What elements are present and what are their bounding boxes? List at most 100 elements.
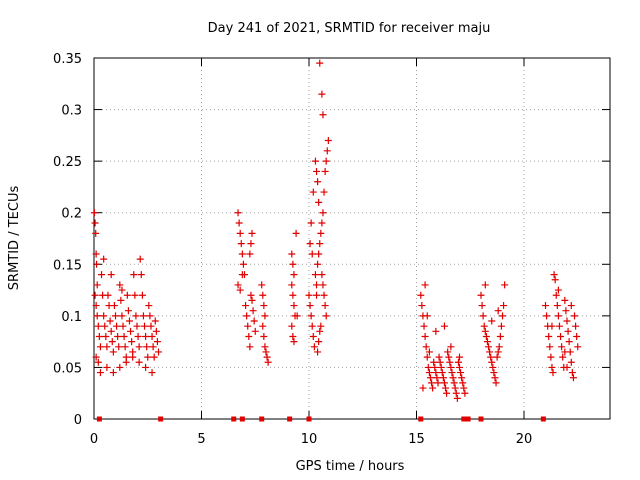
data-point	[132, 312, 140, 320]
data-point	[234, 281, 242, 289]
data-point	[92, 353, 100, 361]
data-point	[306, 302, 314, 310]
data-point	[426, 374, 434, 382]
data-point	[461, 389, 469, 397]
data-point	[109, 369, 117, 377]
data-point	[494, 348, 502, 356]
data-point	[421, 281, 429, 289]
data-point	[239, 260, 247, 268]
data-point	[548, 322, 556, 330]
data-point	[451, 384, 459, 392]
data-point	[574, 343, 582, 351]
data-point	[440, 379, 448, 387]
data-point	[317, 322, 325, 330]
baseline-marker	[478, 416, 484, 422]
data-point	[444, 348, 452, 356]
data-point	[563, 363, 571, 371]
data-point	[116, 281, 124, 289]
data-point	[145, 302, 153, 310]
data-point	[310, 343, 318, 351]
data-point	[110, 302, 118, 310]
data-point	[238, 250, 246, 258]
data-point	[436, 358, 444, 366]
data-point	[311, 157, 319, 165]
data-point	[435, 353, 443, 361]
data-point	[555, 322, 563, 330]
data-point	[317, 229, 325, 237]
data-point	[93, 312, 101, 320]
data-point	[288, 322, 296, 330]
data-point	[98, 271, 106, 279]
data-point	[421, 332, 429, 340]
data-point	[290, 338, 298, 346]
data-point	[457, 369, 465, 377]
baseline-marker	[306, 416, 312, 422]
data-point	[122, 358, 130, 366]
data-point	[139, 312, 147, 320]
data-point	[458, 374, 466, 382]
data-point	[425, 348, 433, 356]
data-point	[437, 363, 445, 371]
data-point	[246, 250, 254, 258]
data-point	[258, 281, 266, 289]
data-point	[144, 353, 152, 361]
data-point	[118, 286, 126, 294]
data-point	[101, 322, 109, 330]
data-point	[107, 271, 115, 279]
data-point	[561, 348, 569, 356]
data-point	[440, 322, 448, 330]
data-point	[235, 219, 243, 227]
data-point	[243, 312, 251, 320]
data-point	[452, 389, 460, 397]
data-point	[147, 322, 155, 330]
data-point	[418, 302, 426, 310]
data-point	[112, 312, 119, 320]
data-point	[419, 384, 427, 392]
data-point	[313, 281, 321, 289]
data-point	[109, 348, 117, 356]
data-point	[552, 291, 560, 299]
data-point	[568, 369, 576, 377]
baseline-marker	[461, 416, 467, 422]
data-point	[308, 250, 316, 258]
data-point	[289, 260, 297, 268]
x-tick-label: 10	[301, 432, 318, 447]
data-point	[423, 353, 431, 361]
data-point	[499, 312, 506, 320]
data-point	[120, 332, 128, 340]
data-point	[494, 307, 502, 315]
data-point	[138, 291, 146, 299]
data-point	[314, 348, 322, 356]
data-point	[135, 343, 143, 351]
data-point	[309, 188, 317, 196]
data-point	[456, 353, 463, 361]
data-point	[113, 322, 121, 330]
data-point	[454, 358, 462, 366]
data-point	[118, 312, 126, 320]
data-point	[459, 379, 467, 387]
data-point	[563, 317, 571, 325]
x-axis-label: GPS time / hours	[296, 459, 405, 474]
data-point	[478, 302, 486, 310]
data-point	[546, 343, 554, 351]
data-point	[108, 338, 116, 346]
data-point	[115, 343, 123, 351]
data-point	[264, 358, 272, 366]
data-point	[307, 312, 315, 320]
data-point	[91, 291, 99, 299]
data-point	[561, 296, 569, 304]
data-point	[438, 369, 446, 377]
data-point	[486, 348, 494, 356]
data-point	[316, 59, 324, 67]
baseline-marker	[158, 416, 164, 422]
data-point	[306, 240, 314, 248]
baseline-marker	[418, 416, 424, 422]
data-point	[318, 90, 326, 98]
data-point	[263, 353, 271, 361]
data-point	[491, 374, 499, 382]
data-point	[246, 343, 254, 351]
data-point	[417, 291, 425, 299]
data-point	[148, 369, 156, 377]
data-point	[236, 229, 244, 237]
